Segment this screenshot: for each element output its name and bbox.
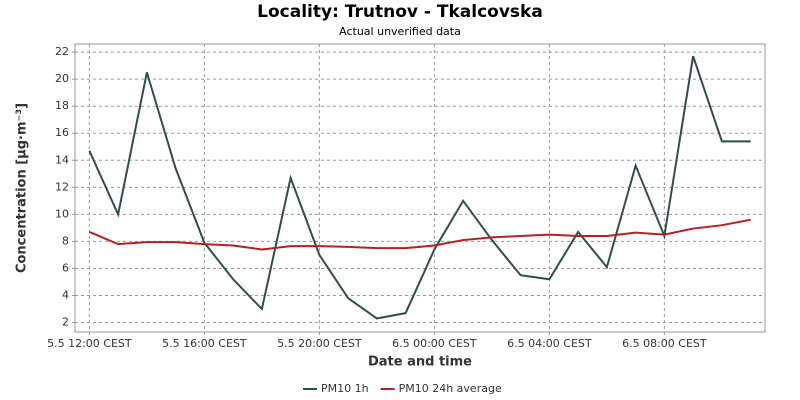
- x-axis-label: Date and time: [368, 355, 472, 370]
- y-tick-label: 22: [55, 45, 69, 58]
- series-line: [88, 55, 751, 320]
- legend-label: PM10 24h average: [399, 382, 502, 395]
- y-tick-label: 6: [62, 261, 69, 274]
- y-tick-label: 12: [55, 180, 69, 193]
- x-tick-label: 5.5 12:00 CEST: [47, 337, 132, 350]
- legend-label: PM10 1h: [321, 382, 369, 395]
- y-tick-label: 20: [55, 72, 69, 85]
- y-tick-label: 18: [55, 99, 69, 112]
- y-tick-label: 14: [55, 153, 69, 166]
- x-tick-label: 6.5 08:00 CEST: [622, 337, 707, 350]
- y-axis-label: Concentration [µg·m⁻³]: [15, 103, 30, 273]
- x-tick-label: 5.5 20:00 CEST: [277, 337, 362, 350]
- y-tick-label: 16: [55, 126, 69, 139]
- y-tick-label: 4: [62, 288, 69, 301]
- x-tick-label: 5.5 16:00 CEST: [162, 337, 247, 350]
- chart-subtitle: Actual unverified data: [339, 25, 461, 38]
- plot-area: [74, 43, 766, 333]
- chart-title: Locality: Trutnov - Tkalcovska: [257, 2, 543, 22]
- y-tick-label: 10: [55, 207, 69, 220]
- x-tick-label: 6.5 00:00 CEST: [392, 337, 477, 350]
- series-line: [88, 218, 751, 251]
- x-tick-label: 6.5 04:00 CEST: [507, 337, 592, 350]
- y-tick-label: 2: [62, 316, 69, 329]
- y-tick-label: 8: [62, 234, 69, 247]
